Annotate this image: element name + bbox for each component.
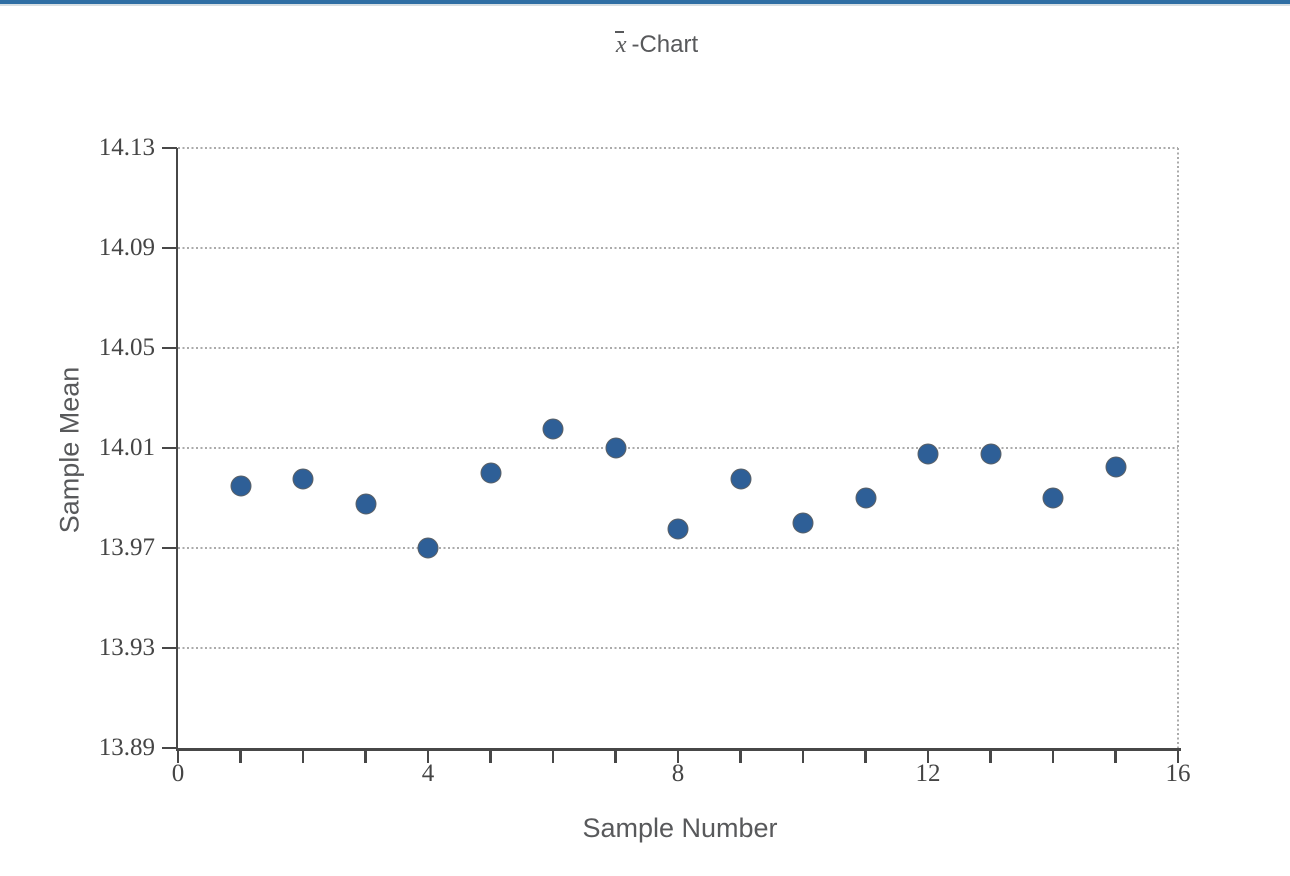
data-point bbox=[917, 443, 939, 465]
plot-area: 13.89 13.93 13.97 14.01 14.05 14.09 14.13 0 4 8 12… bbox=[99, 135, 1191, 787]
x-tick bbox=[676, 748, 680, 763]
data-point bbox=[980, 443, 1001, 465]
y-tick-label: 13.97 bbox=[98, 534, 155, 561]
y-tick-label: 14.09 bbox=[98, 234, 155, 261]
y-tick-label: 14.01 bbox=[98, 434, 155, 461]
y-tick bbox=[161, 646, 177, 650]
y-tick-label: 14.13 bbox=[98, 134, 155, 161]
y-tick bbox=[161, 146, 177, 150]
data-point bbox=[480, 462, 501, 484]
x-tick-label: 12 bbox=[915, 760, 941, 787]
data-point bbox=[1042, 487, 1064, 509]
data-point bbox=[792, 512, 814, 534]
data-point bbox=[730, 468, 751, 490]
x-tick bbox=[239, 748, 242, 763]
plot-right-dotted-edge bbox=[1176, 148, 1179, 748]
x-tick bbox=[926, 748, 930, 763]
window-accent-bar-underline bbox=[0, 4, 1290, 6]
data-point bbox=[292, 468, 314, 490]
x-tick bbox=[426, 748, 430, 763]
x-tick-label: 8 bbox=[671, 760, 685, 787]
chart-title: x -Chart bbox=[156, 30, 1156, 59]
x-tick bbox=[176, 748, 180, 763]
data-point bbox=[605, 437, 626, 459]
x-tick-label: 16 bbox=[1165, 760, 1191, 787]
y-axis-line bbox=[175, 148, 178, 751]
y-tick bbox=[161, 346, 177, 350]
x-tick bbox=[301, 748, 305, 763]
y-tick-label: 13.89 bbox=[98, 734, 155, 761]
x-tick bbox=[1051, 748, 1055, 763]
data-point bbox=[855, 487, 876, 509]
data-point bbox=[230, 475, 251, 496]
y-tick-label: 14.05 bbox=[98, 334, 155, 361]
x-tick bbox=[801, 748, 805, 763]
x-tick bbox=[489, 748, 492, 763]
data-point bbox=[355, 493, 376, 515]
window-accent-bar bbox=[0, 0, 1290, 4]
x-tick bbox=[989, 748, 992, 763]
data-point bbox=[667, 518, 689, 540]
data-point bbox=[417, 537, 439, 559]
x-axis-title: Sample Number bbox=[582, 813, 778, 843]
gridline bbox=[178, 547, 1178, 549]
x-tick-label: 0 bbox=[171, 760, 185, 787]
x-tick bbox=[864, 748, 867, 763]
x-tick bbox=[614, 748, 617, 763]
y-tick bbox=[161, 246, 177, 250]
gridline bbox=[178, 247, 1178, 249]
chart-title-suffix: -Chart bbox=[631, 31, 699, 58]
y-tick bbox=[161, 546, 177, 550]
x-tick bbox=[551, 748, 555, 763]
gridline bbox=[178, 147, 1178, 149]
y-tick bbox=[161, 746, 177, 750]
xbar-symbol: x bbox=[614, 30, 632, 59]
data-point bbox=[1105, 456, 1126, 478]
x-tick bbox=[739, 748, 742, 763]
x-tick-label: 4 bbox=[421, 760, 435, 787]
x-axis-line bbox=[175, 748, 1181, 751]
x-tick bbox=[1114, 748, 1117, 763]
data-point bbox=[542, 418, 564, 440]
gridline bbox=[178, 647, 1178, 649]
y-tick bbox=[161, 446, 177, 450]
gridline bbox=[178, 347, 1178, 349]
gridline bbox=[178, 447, 1178, 449]
x-tick bbox=[364, 748, 367, 763]
x-tick bbox=[1176, 748, 1180, 763]
y-tick-label: 13.93 bbox=[98, 634, 155, 661]
